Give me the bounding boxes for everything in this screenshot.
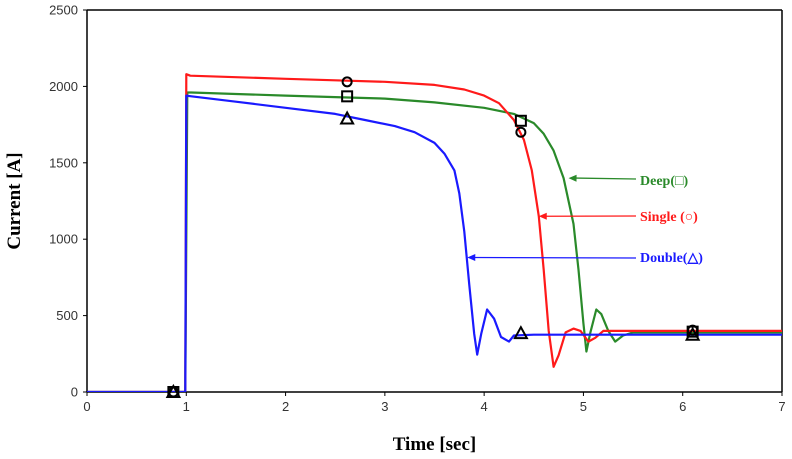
annotation-label-double: Double(△) [640,251,703,266]
series-markers [165,76,701,398]
series-line-double [87,94,782,392]
x-tick-label: 0 [83,399,90,414]
series-line-deep [87,91,782,392]
y-tick-label: 1000 [49,232,78,247]
y-tick-label: 1500 [49,155,78,170]
x-tick-label: 7 [778,399,785,414]
axis-ticks: 0 1 2 3 4 5 6 7 0 500 1000 1500 2000 2500 [49,3,786,415]
marker-circle [341,76,353,88]
x-tick-label: 4 [481,399,488,414]
marker-square [341,90,354,103]
annotation-arrow-line [575,177,637,180]
x-tick-label: 6 [679,399,686,414]
x-tick-label: 5 [580,399,587,414]
marker-circle [687,324,699,336]
axes [86,9,783,393]
x-tick-label: 2 [282,399,289,414]
annotation-arrow-head [467,254,476,262]
y-tick-label: 0 [71,385,78,400]
series-line-single [87,73,782,392]
marker-triangle [165,383,182,398]
x-tick-label: 3 [381,399,388,414]
annotation-label-deep: Deep(□) [640,174,688,189]
y-tick-label: 500 [56,308,78,323]
marker-triangle [339,110,355,125]
marker-triangle [513,325,529,340]
marker-circle [515,126,527,138]
annotation-arrow-head [538,212,547,220]
annotation-arrow-head [568,174,577,182]
y-tick-label: 2500 [49,3,78,18]
marker-square [514,114,527,127]
series-lines [87,73,782,392]
y-tick-label: 2000 [49,79,78,94]
annotation-label-single: Single (○) [640,210,698,225]
series-annotations: Deep(□) Single (○) Double(△) [467,174,703,266]
x-axis-title: Time [sec] [393,434,477,455]
x-tick-label: 1 [183,399,190,414]
y-axis-title: Current [A] [4,152,25,249]
marker-triangle [684,326,701,341]
